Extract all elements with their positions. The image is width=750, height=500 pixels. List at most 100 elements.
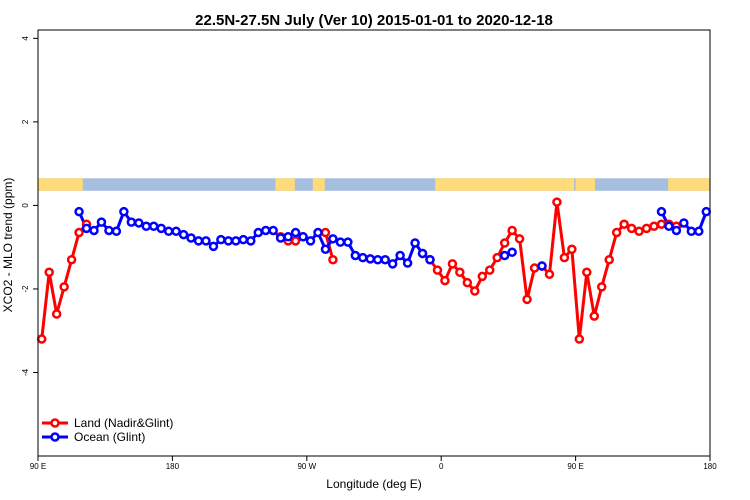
data-point-0 xyxy=(552,197,562,207)
data-point-0 xyxy=(567,244,577,255)
land-segment xyxy=(312,178,319,191)
data-point-1 xyxy=(126,217,137,227)
data-point-1 xyxy=(328,234,338,244)
data-point-0 xyxy=(626,223,637,234)
data-point-1 xyxy=(275,233,286,243)
series-line-0 xyxy=(40,223,88,340)
data-point-1 xyxy=(664,221,674,232)
data-point-1 xyxy=(283,231,293,242)
data-point-0 xyxy=(59,282,69,292)
plot-frame xyxy=(37,29,711,457)
x-tick-label: 0 xyxy=(439,462,444,471)
data-point-1 xyxy=(507,247,517,257)
data-point-1 xyxy=(686,226,697,237)
data-point-1 xyxy=(425,254,435,265)
data-point-0 xyxy=(634,226,644,237)
y-tick-label: 2 xyxy=(21,119,30,124)
data-point-1 xyxy=(395,250,405,261)
x-axis-ticks: 90 E 180 90 W 0 90 E 180 xyxy=(30,456,717,471)
data-point-0 xyxy=(440,275,450,286)
data-point-1 xyxy=(111,226,122,237)
data-point-0 xyxy=(522,294,532,305)
data-point-1 xyxy=(156,223,166,234)
data-point-1 xyxy=(268,225,278,236)
land-segment xyxy=(575,178,596,191)
data-point-0 xyxy=(492,252,502,263)
data-point-0 xyxy=(544,269,555,280)
data-point-1 xyxy=(208,241,219,252)
data-point-1 xyxy=(201,236,211,246)
legend-marker xyxy=(50,418,60,428)
legend-marker xyxy=(50,432,60,442)
data-point-0 xyxy=(320,227,331,238)
legend: Land (Nadir&Glint)Ocean (Glint) xyxy=(42,416,173,444)
data-point-1 xyxy=(186,233,196,243)
data-point-1 xyxy=(193,236,204,246)
data-point-0 xyxy=(66,254,77,265)
data-point-0 xyxy=(596,282,607,292)
data-point-0 xyxy=(589,311,600,321)
data-point-0 xyxy=(462,277,473,288)
data-point-1 xyxy=(402,258,413,268)
x-tick-label: 90 W xyxy=(297,462,316,471)
data-point-1 xyxy=(298,231,308,242)
data-point-1 xyxy=(178,229,189,240)
data-point-0 xyxy=(484,265,495,275)
data-point-0 xyxy=(514,234,525,244)
data-point-0 xyxy=(477,271,488,282)
y-tick-label: 0 xyxy=(21,203,30,208)
data-point-0 xyxy=(74,227,84,238)
data-point-1 xyxy=(372,254,383,265)
data-point-1 xyxy=(141,221,152,232)
data-point-1 xyxy=(246,236,256,246)
land-segment xyxy=(38,178,83,191)
data-point-1 xyxy=(537,261,547,271)
data-point-1 xyxy=(701,206,712,217)
data-point-1 xyxy=(320,244,331,255)
data-point-0 xyxy=(507,225,517,236)
data-point-1 xyxy=(216,234,226,245)
data-point-0 xyxy=(656,219,667,229)
data-point-1 xyxy=(417,248,428,259)
data-point-1 xyxy=(260,225,271,236)
data-point-0 xyxy=(455,267,465,277)
data-point-1 xyxy=(358,252,368,263)
data-point-0 xyxy=(559,252,570,263)
land-segment xyxy=(275,178,295,191)
data-point-1 xyxy=(238,234,249,245)
y-tick-label: -4 xyxy=(21,368,30,376)
data-point-1 xyxy=(410,238,420,248)
data-point-0 xyxy=(641,223,652,234)
x-tick-label: 90 E xyxy=(567,462,583,471)
data-point-1 xyxy=(694,226,704,237)
data-point-1 xyxy=(171,226,181,237)
data-point-1 xyxy=(163,226,174,237)
land-segment xyxy=(533,178,564,191)
data-point-1 xyxy=(335,237,346,247)
chart-title: 22.5N-27.5N July (Ver 10) 2015-01-01 to … xyxy=(195,12,553,29)
x-tick-label: 180 xyxy=(166,462,180,471)
y-axis-label: XCO2 - MLO trend (ppm) xyxy=(1,178,15,313)
land-segment xyxy=(435,178,539,191)
ocean-band xyxy=(38,178,710,191)
data-point-1 xyxy=(223,236,234,246)
data-point-0 xyxy=(44,267,54,277)
data-point-0 xyxy=(447,259,458,269)
data-point-0 xyxy=(499,238,510,248)
data-point-1 xyxy=(104,225,114,236)
data-point-1 xyxy=(148,221,159,232)
data-point-1 xyxy=(656,206,667,217)
data-point-0 xyxy=(582,267,592,277)
data-point-1 xyxy=(387,259,398,269)
data-point-0 xyxy=(51,309,62,319)
data-point-0 xyxy=(432,265,443,275)
data-point-1 xyxy=(305,236,316,246)
land-ocean-strip xyxy=(38,178,710,191)
data-point-1 xyxy=(313,227,323,238)
data-point-1 xyxy=(96,217,107,227)
data-point-1 xyxy=(679,218,689,228)
land-segment xyxy=(317,178,325,191)
data-point-0 xyxy=(574,334,585,344)
data-point-0 xyxy=(290,236,301,246)
